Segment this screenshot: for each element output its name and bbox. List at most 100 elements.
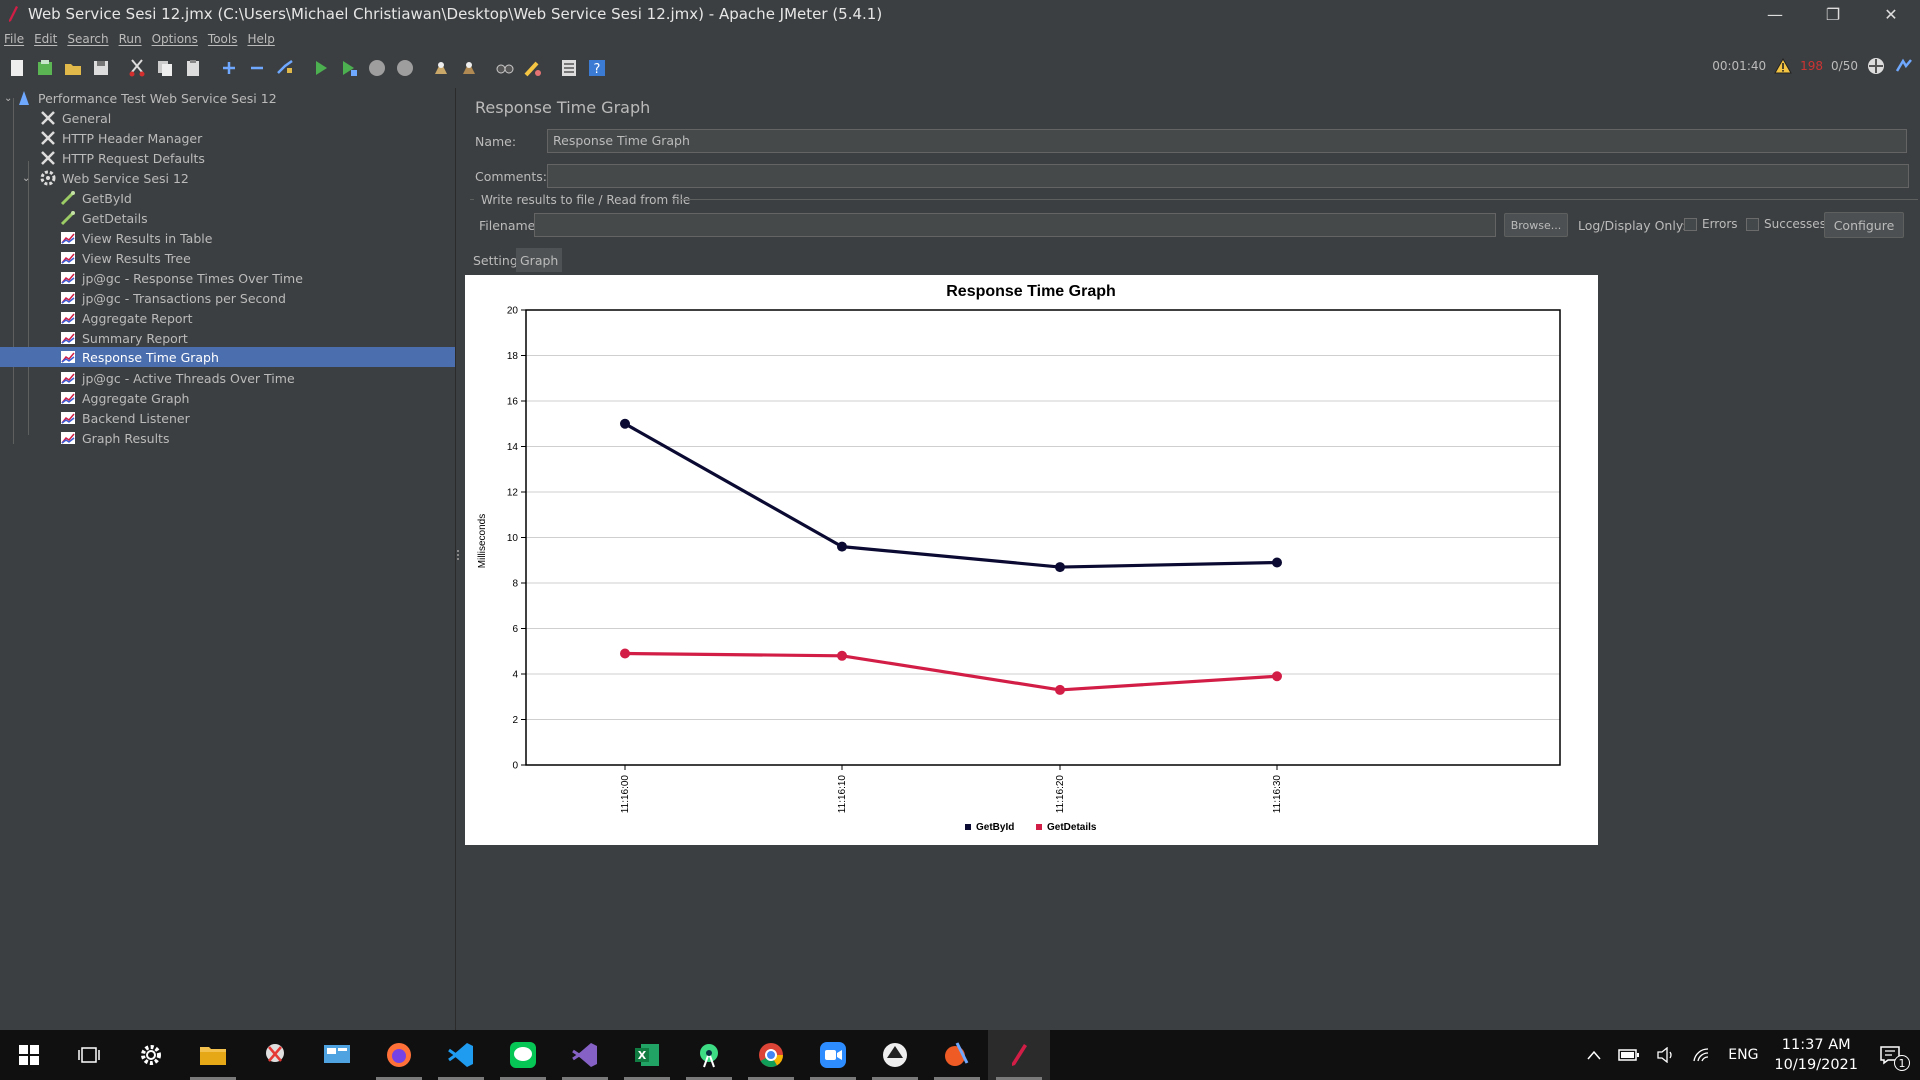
y-tick-label: 12 <box>507 488 519 499</box>
panel-title: Response Time Graph <box>475 98 651 117</box>
toggle-icon[interactable] <box>274 57 296 79</box>
configure-button[interactable]: Configure <box>1824 212 1904 238</box>
tree-item-aggregate-graph[interactable]: Aggregate Graph <box>60 388 189 408</box>
clock-time: 11:37 AM <box>1781 1037 1851 1053</box>
tree-item-response-time-graph[interactable]: Response Time Graph <box>0 347 455 367</box>
remote-engines-icon[interactable] <box>1866 56 1886 76</box>
notification-count: 1 <box>1894 1055 1910 1071</box>
volume-icon[interactable] <box>1656 1047 1676 1063</box>
windows-start-icon[interactable] <box>0 1030 58 1080</box>
successes-label: Successes <box>1764 217 1826 231</box>
start-no-pause-icon[interactable] <box>338 57 360 79</box>
expand-icon[interactable] <box>218 57 240 79</box>
tree-item-graph-results[interactable]: Graph Results <box>60 428 169 448</box>
cut-icon[interactable] <box>126 57 148 79</box>
menu-tools[interactable]: Tools <box>207 32 238 46</box>
chevron-down-icon[interactable]: ⌄ <box>22 172 31 184</box>
save-icon[interactable] <box>90 57 112 79</box>
excel-icon[interactable]: X <box>616 1030 678 1080</box>
language-indicator[interactable]: ENG <box>1728 1047 1759 1063</box>
menu-options[interactable]: Options <box>151 32 198 46</box>
chart-svg: Response Time Graph Milliseconds 0 2 4 6 8 10… <box>477 283 1561 833</box>
close-icon[interactable]: ✕ <box>1884 4 1898 24</box>
visual-studio-icon[interactable] <box>554 1030 616 1080</box>
successes-checkbox[interactable] <box>1746 218 1759 231</box>
menu-help[interactable]: Help <box>247 32 275 46</box>
log-viewer-icon[interactable] <box>1894 56 1914 76</box>
battery-icon[interactable] <box>1618 1048 1640 1062</box>
help-icon[interactable]: ? <box>586 57 608 79</box>
comments-field[interactable] <box>547 164 1909 188</box>
shutdown-icon[interactable] <box>394 57 416 79</box>
function-helper-icon[interactable] <box>558 57 580 79</box>
line-icon[interactable] <box>492 1030 554 1080</box>
title-bar: Web Service Sesi 12.jmx (C:\Users\Michae… <box>0 0 1920 28</box>
tree-item-getdetails[interactable]: GetDetails <box>60 208 148 228</box>
tree-item-response-times-over-time[interactable]: jp@gc - Response Times Over Time <box>60 268 303 288</box>
y-tick-label: 14 <box>507 442 519 453</box>
control-panel-icon[interactable] <box>306 1030 368 1080</box>
start-icon[interactable] <box>310 57 332 79</box>
menu-run[interactable]: Run <box>118 32 142 46</box>
tree-item-summary-report[interactable]: Summary Report <box>60 328 188 348</box>
tree-item-label: jp@gc - Active Threads Over Time <box>82 370 295 386</box>
clock[interactable]: 11:37 AM 10/19/2021 <box>1774 1035 1858 1075</box>
snipping-tool-icon[interactable] <box>244 1030 306 1080</box>
wifi-icon[interactable] <box>1692 1047 1712 1063</box>
vscode-icon[interactable] <box>430 1030 492 1080</box>
new-icon[interactable] <box>6 57 28 79</box>
clear-all-icon[interactable] <box>458 57 480 79</box>
clear-icon[interactable] <box>430 57 452 79</box>
collapse-icon[interactable] <box>246 57 268 79</box>
name-field[interactable]: Response Time Graph <box>547 129 1907 153</box>
copy-icon[interactable] <box>154 57 176 79</box>
file-explorer-icon[interactable] <box>182 1030 244 1080</box>
y-tick-label: 6 <box>512 624 518 635</box>
tab-settings[interactable]: Settings <box>473 252 525 268</box>
search-icon[interactable] <box>494 57 516 79</box>
tree-item-getbyid[interactable]: GetById <box>60 188 132 208</box>
android-studio-icon[interactable] <box>678 1030 740 1080</box>
menu-file[interactable]: File <box>4 32 25 46</box>
templates-icon[interactable] <box>34 57 56 79</box>
restore-icon[interactable]: ❐ <box>1825 4 1841 24</box>
paste-icon[interactable] <box>182 57 204 79</box>
stop-icon[interactable] <box>366 57 388 79</box>
filename-field[interactable] <box>534 213 1496 237</box>
menu-search[interactable]: Search <box>67 32 109 46</box>
splitter-handle[interactable] <box>456 548 460 568</box>
inkscape-icon[interactable] <box>864 1030 926 1080</box>
series-line-getdetails <box>624 651 1278 692</box>
browse-button[interactable]: Browse... <box>1504 213 1568 237</box>
tree-item-http-request-defaults[interactable]: HTTP Request Defaults <box>40 148 205 168</box>
postman-icon[interactable] <box>926 1030 988 1080</box>
tab-graph[interactable]: Graph <box>516 248 563 272</box>
y-tick-label: 0 <box>512 761 518 772</box>
tree-item-backend-listener[interactable]: Backend Listener <box>60 408 190 428</box>
settings-icon[interactable] <box>120 1030 182 1080</box>
legend-swatch <box>1036 824 1042 830</box>
tree-item-view-results-tree[interactable]: View Results Tree <box>60 248 191 268</box>
firefox-icon[interactable] <box>368 1030 430 1080</box>
zoom-icon[interactable] <box>802 1030 864 1080</box>
minimize-icon[interactable]: — <box>1767 4 1783 24</box>
errors-checkbox[interactable] <box>1684 218 1697 231</box>
chevron-up-icon[interactable] <box>1586 1049 1602 1061</box>
chevron-down-icon[interactable]: ⌄ <box>4 92 13 104</box>
task-view-icon[interactable] <box>58 1030 120 1080</box>
tree-item-http-header-manager[interactable]: HTTP Header Manager <box>40 128 202 148</box>
jmeter-icon[interactable] <box>988 1030 1050 1080</box>
menu-edit[interactable]: Edit <box>34 32 58 46</box>
notification-icon[interactable]: 1 <box>1880 1045 1910 1071</box>
warning-icon[interactable] <box>1774 58 1793 74</box>
tree-item-thread-group[interactable]: ⌄ Web Service Sesi 12 <box>22 168 189 188</box>
reset-search-icon[interactable] <box>522 57 544 79</box>
tree-item-view-results-table[interactable]: View Results in Table <box>60 228 212 248</box>
tree-item-general[interactable]: General <box>40 108 111 128</box>
tree-item-transactions-per-second[interactable]: jp@gc - Transactions per Second <box>60 288 286 308</box>
chrome-icon[interactable] <box>740 1030 802 1080</box>
tree-item-test-plan[interactable]: ⌄ Performance Test Web Service Sesi 12 <box>4 88 277 108</box>
tree-item-aggregate-report[interactable]: Aggregate Report <box>60 308 193 328</box>
open-icon[interactable] <box>62 57 84 79</box>
tree-item-active-threads-over-time[interactable]: jp@gc - Active Threads Over Time <box>60 368 295 388</box>
